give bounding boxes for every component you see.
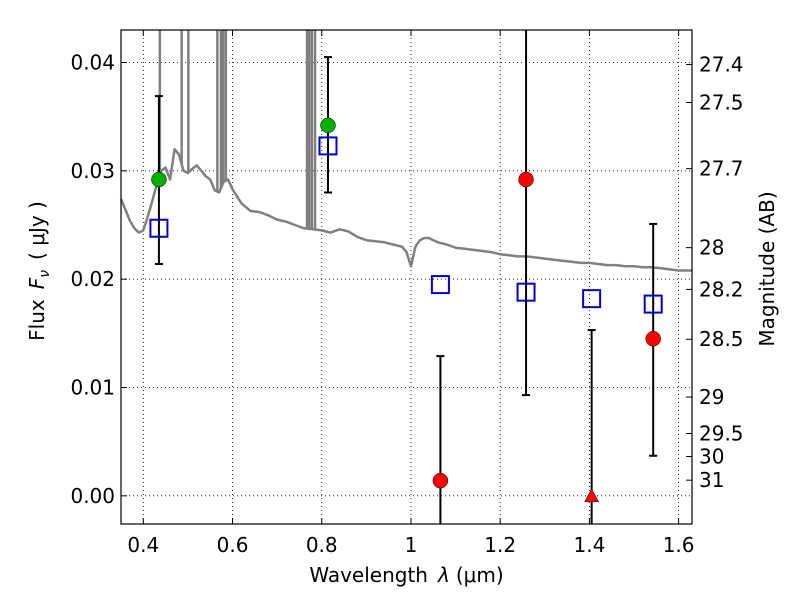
error-bars [154,30,658,524]
observed-flux-green [151,171,167,188]
x-tick-label: 0.6 [217,533,249,557]
right-axis-label: Magnitude (AB) [755,191,779,346]
model-flux-square [149,218,169,238]
observed-flux-green [320,117,336,134]
right-tick-label: 29.5 [699,421,744,445]
right-tick-label: 27.4 [699,53,744,77]
y-axis-label: Flux Fν ( μJy ) [25,201,53,341]
data-markers [149,117,663,503]
y-axis-label-symbol: F [25,277,49,289]
x-tick-label: 1.6 [663,533,695,557]
upper-limit-triangle [584,488,600,503]
right-tick-label: 31 [699,468,724,492]
right-tick-label: 30 [699,444,724,468]
x-tick-label: 1 [405,533,418,557]
y-tick-label: 0.01 [70,376,115,400]
x-axis-label-symbol: λ [437,563,450,587]
model-flux-square [516,282,536,302]
x-tick-label: 0.4 [127,533,159,557]
observed-flux-red [645,331,661,347]
plot-frame [120,29,693,525]
model-flux-square [318,136,338,156]
model-flux-square [430,275,450,295]
x-axis-label-prefix: Wavelength [309,563,428,587]
right-tick-label: 29 [699,385,724,409]
right-tick-label: 28.2 [699,277,744,301]
right-tick-label: 27.5 [699,90,744,114]
ticks: 0.4 0.6 0.8 1 1.2 1.4 1.6 0.00 0.01 0.02 0.03 0.04 2… [70,30,744,557]
y-axis-label-subscript: ν [37,270,53,278]
right-tick-label: 28.5 [699,327,744,351]
right-tick-label: 27.7 [699,157,744,181]
grid [121,30,692,524]
x-tick-label: 1.2 [484,533,516,557]
y-tick-label: 0.02 [70,267,115,291]
model-flux-square [582,289,602,309]
right-tick-label: 28 [699,236,724,260]
model-spectrum-line [119,147,692,272]
y-tick-label: 0.00 [70,484,115,508]
x-tick-label: 0.8 [306,533,338,557]
y-axis-label-prefix: Flux [25,299,49,341]
x-tick-label: 1.4 [573,533,605,557]
x-axis-label-unit: (μm) [456,563,504,587]
observed-flux-red [518,171,534,188]
y-axis-label-unit: ( μJy ) [25,201,49,260]
observed-flux-red [432,472,449,489]
y-tick-label: 0.04 [70,51,115,75]
y-tick-label: 0.03 [70,159,115,183]
x-axis-label: Wavelength λ (μm) [309,563,503,587]
model-flux-square [643,294,663,314]
model-spectrum [119,30,692,272]
